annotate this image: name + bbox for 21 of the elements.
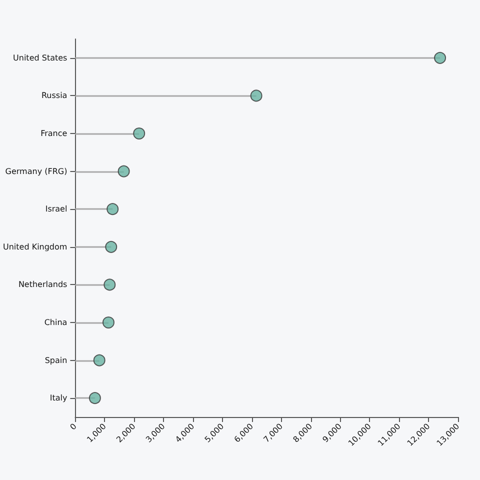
y-tick-label: United Kingdom [2, 242, 68, 252]
point [434, 52, 446, 64]
y-tick-label: United States [13, 53, 68, 62]
point [133, 128, 146, 140]
y-tick-label: Netherlands [18, 280, 68, 290]
point [118, 165, 130, 178]
point [88, 392, 101, 404]
point [104, 278, 116, 291]
y-tick-label: France [40, 129, 68, 138]
point [250, 90, 262, 102]
y-tick-label: Israel [45, 204, 68, 214]
point [106, 203, 119, 216]
y-tick-label: Germany (FRG) [5, 166, 68, 176]
y-tick-label: China [44, 318, 68, 327]
y-tick-label: Spain [44, 356, 68, 365]
x-tick-label: 0 [68, 422, 78, 432]
y-tick-label: Italy [50, 394, 68, 403]
y-tick-label: Russia [41, 91, 68, 100]
point [102, 316, 114, 328]
point [105, 240, 118, 253]
point [93, 354, 106, 366]
